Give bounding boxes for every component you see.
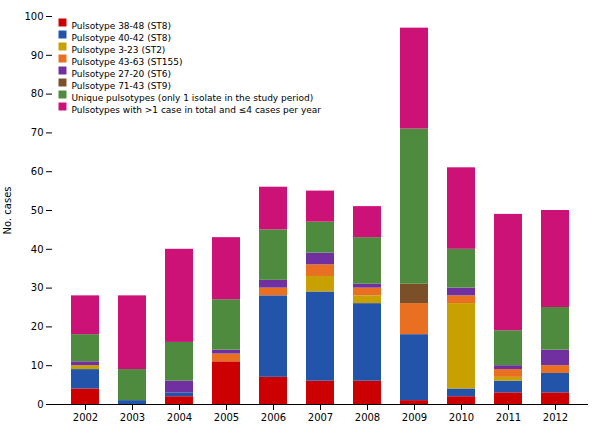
svg-text:90: 90 [31,50,44,61]
svg-text:40: 40 [31,244,44,255]
svg-text:2011: 2011 [496,412,521,423]
svg-text:0: 0 [37,399,43,410]
svg-text:No. cases: No. cases [2,187,13,235]
svg-text:70: 70 [31,127,44,138]
svg-text:2004: 2004 [167,412,192,423]
svg-text:2007: 2007 [308,412,333,423]
svg-text:10: 10 [31,360,44,371]
svg-text:50: 50 [31,205,44,216]
svg-text:80: 80 [31,88,44,99]
svg-text:2003: 2003 [120,412,145,423]
svg-text:Pulsotype 38-48 (ST8): Pulsotype 38-48 (ST8) [72,21,172,31]
svg-text:Pulsotype 71-43 (ST9): Pulsotype 71-43 (ST9) [72,81,172,91]
svg-text:2006: 2006 [261,412,286,423]
svg-text:2005: 2005 [214,412,239,423]
svg-text:2009: 2009 [402,412,427,423]
svg-text:100: 100 [24,11,43,22]
svg-text:Pulsotype 43-63 (ST155): Pulsotype 43-63 (ST155) [72,57,183,67]
svg-text:Pulsotype 27-20 (ST6): Pulsotype 27-20 (ST6) [72,69,172,79]
svg-text:30: 30 [31,282,44,293]
svg-text:2012: 2012 [543,412,568,423]
svg-text:Pulsotypes with >1 case in tot: Pulsotypes with >1 case in total and ≤4 … [72,105,322,115]
svg-text:60: 60 [31,166,44,177]
svg-text:2010: 2010 [449,412,474,423]
svg-text:2008: 2008 [355,412,380,423]
svg-text:Pulsotype 3-23 (ST2): Pulsotype 3-23 (ST2) [72,45,166,55]
svg-text:2002: 2002 [73,412,98,423]
svg-text:Unique pulsotypes (only 1 isol: Unique pulsotypes (only 1 isolate in the… [72,93,314,103]
svg-text:20: 20 [31,321,44,332]
svg-text:Pulsotype 40-42 (ST8): Pulsotype 40-42 (ST8) [72,33,172,43]
